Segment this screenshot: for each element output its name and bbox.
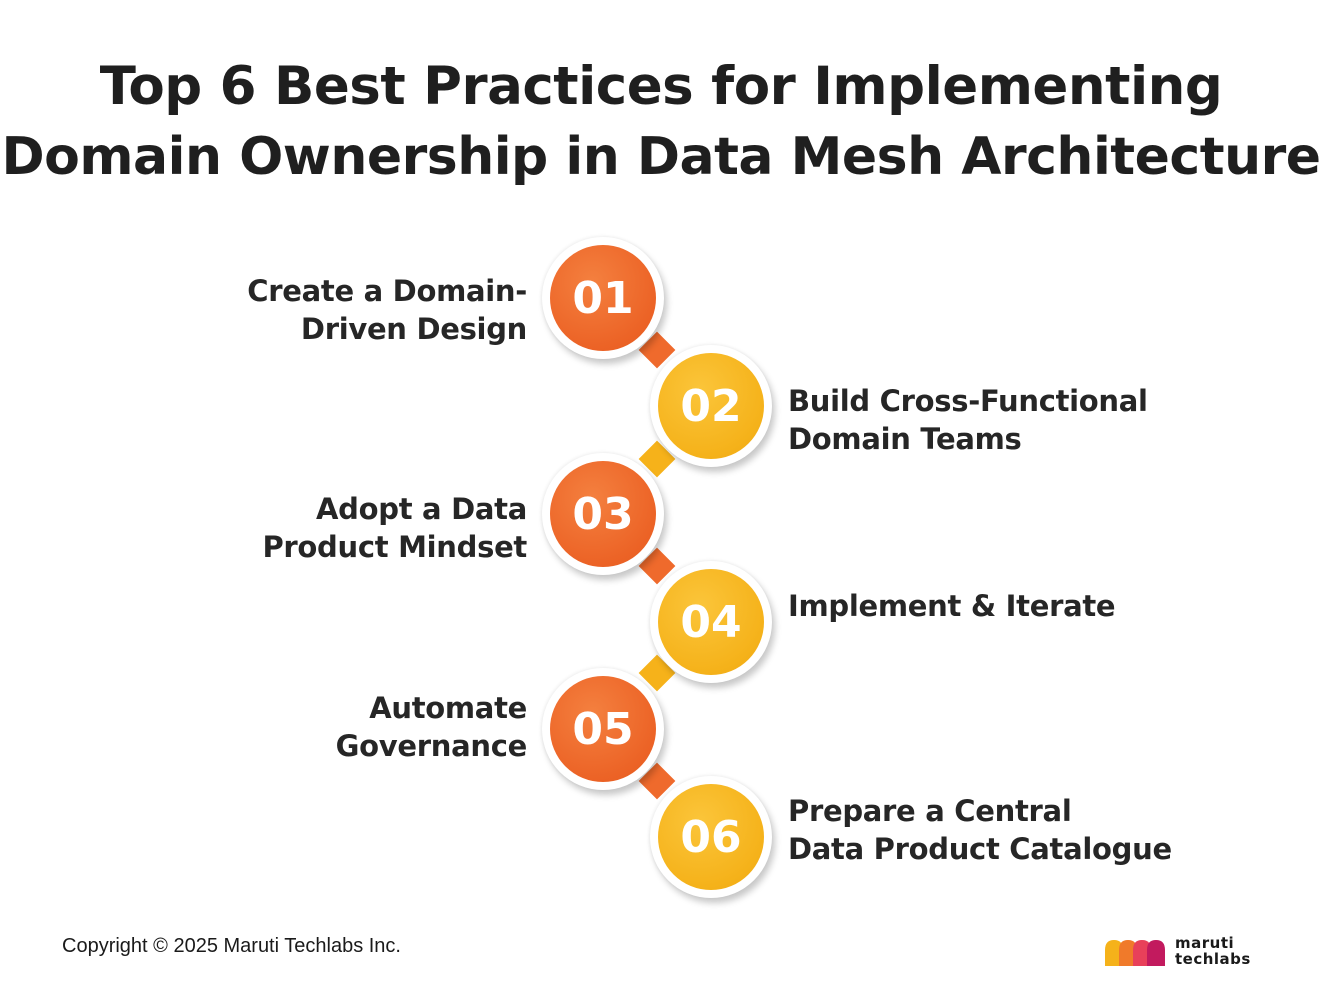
company-logo: maruti techlabs — [1103, 934, 1268, 970]
page-title: Top 6 Best Practices for Implementing Do… — [0, 52, 1322, 192]
step-05-number: 05 — [550, 676, 656, 782]
step-05-label: Automate Governance — [335, 691, 528, 763]
logo-mark-icon — [1105, 940, 1165, 966]
step-02-number: 02 — [658, 353, 764, 459]
title-line-1: Top 6 Best Practices for Implementing — [99, 56, 1223, 117]
step-06-circle: 06 — [650, 776, 772, 898]
step-04-number: 04 — [658, 569, 764, 675]
step-03-label: Adopt a Data Product Mindset — [262, 492, 527, 564]
step-06-number: 06 — [658, 784, 764, 890]
step-03-circle: 03 — [542, 453, 664, 575]
step-01-label: Create a Domain- Driven Design — [247, 274, 527, 346]
copyright-text: Copyright © 2025 Maruti Techlabs Inc. — [62, 935, 401, 957]
title-line-2: Domain Ownership in Data Mesh Architectu… — [1, 127, 1321, 187]
step-06-label: Prepare a Central Data Product Catalogue — [788, 794, 1172, 866]
step-03-number: 03 — [550, 461, 656, 567]
step-02-circle: 02 — [650, 345, 772, 467]
logo-wordmark: maruti techlabs — [1175, 934, 1251, 968]
step-04-circle: 04 — [650, 561, 772, 683]
step-02-label: Build Cross-Functional Domain Teams — [788, 384, 1148, 456]
step-04-label: Implement & Iterate — [788, 589, 1116, 623]
step-05-circle: 05 — [542, 668, 664, 790]
step-01-circle: 01 — [542, 237, 664, 359]
step-01-number: 01 — [550, 245, 656, 351]
